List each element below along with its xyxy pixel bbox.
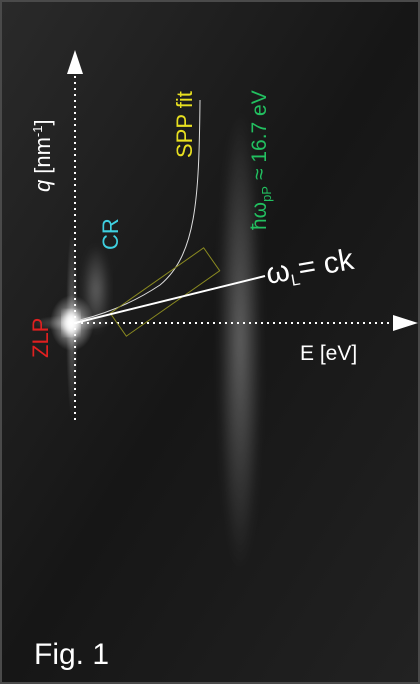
cr-label: CR [98,218,123,250]
spp-fit-label: SPP fit [172,91,197,158]
figure: q[nm-1] CR SPP fit ħωpP≈ 16.7 eV ZLP ωL=… [0,0,420,684]
q-unit: [nm [30,137,55,174]
plasmon-value: ≈ 16.7 eV [248,90,271,180]
figure-label: Fig. 1 [34,638,109,671]
q-close: ] [30,119,55,125]
e-axis-label: E [eV] [300,342,357,365]
plasmon-label: ħωpP ≈ 16.7 eV [248,90,274,230]
plasmon-symbol: ħω [248,202,271,230]
page: q[nm-1] CR SPP fit ħωpP≈ 16.7 eV ZLP ωL=… [0,0,420,684]
q-exponent: -1 [30,126,45,138]
plasmon-subscript: pP [259,186,274,202]
zlp-label: ZLP [28,318,53,358]
q-symbol: q [30,179,55,192]
